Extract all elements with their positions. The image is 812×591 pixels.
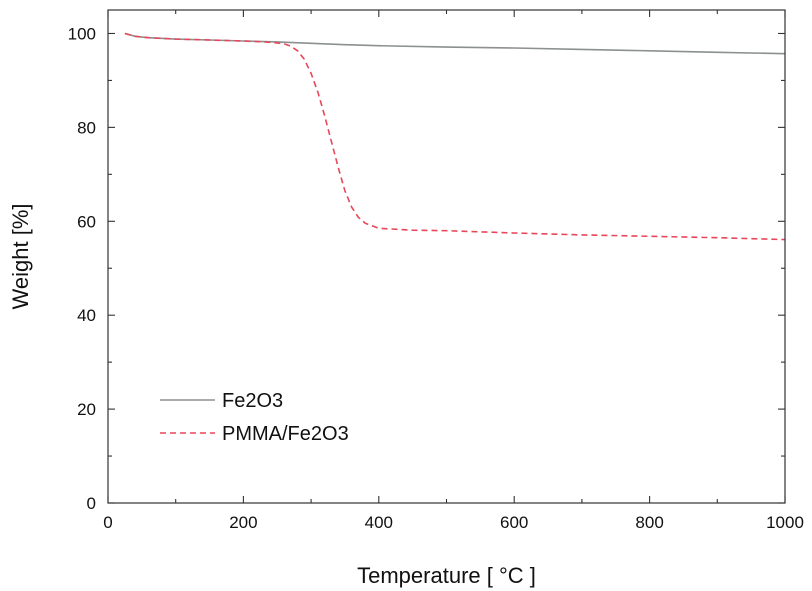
y-tick-label: 20 [77,400,96,419]
legend-label-pmma-fe2o3: PMMA/Fe2O3 [222,423,349,445]
y-axis-title: Weight [%] [8,204,33,310]
y-tick-label: 40 [77,306,96,325]
axis-ticks [107,10,786,504]
x-tick-label: 400 [365,513,393,532]
y-tick-label: 100 [68,24,96,43]
legend-label-fe2o3: Fe2O3 [222,390,283,412]
x-tick-label: 200 [229,513,257,532]
x-tick-label: 800 [635,513,663,532]
x-axis-title: Temperature [ °C ] [357,563,536,588]
series-line-1 [124,32,786,241]
legend: Fe2O3 PMMA/Fe2O3 [160,390,349,445]
x-tick-label: 0 [103,513,112,532]
y-tick-label: 80 [77,118,96,137]
y-tick-label: 0 [87,494,96,513]
series-lines [124,32,786,241]
x-tick-label: 1000 [766,513,804,532]
x-tick-label: 600 [500,513,528,532]
series-line-0 [124,32,786,55]
y-tick-label: 60 [77,212,96,231]
axis-tick-labels: 0 200 400 600 800 1000 0 20 40 60 80 100 [68,24,804,532]
